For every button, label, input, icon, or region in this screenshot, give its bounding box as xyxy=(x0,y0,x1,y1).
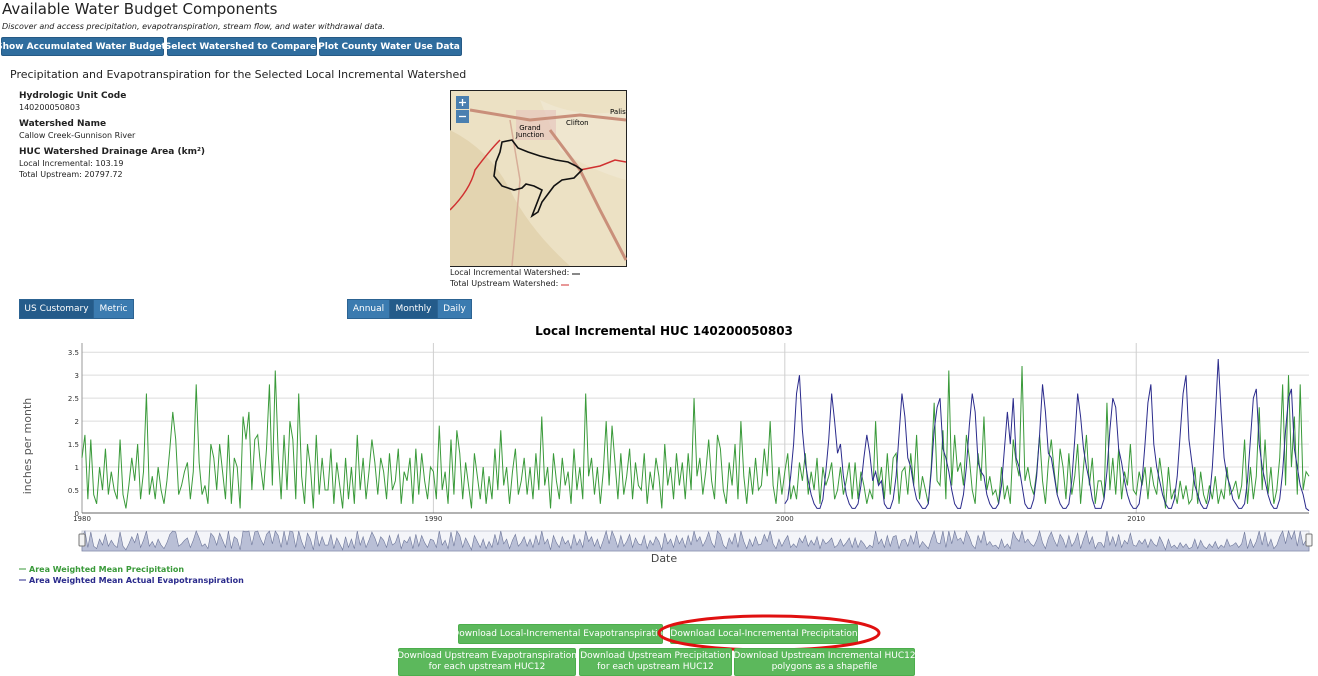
navigator-handle xyxy=(78,533,86,547)
map-place: Grand xyxy=(519,124,540,132)
map-legend-label: Total Upstream Watershed: xyxy=(450,279,559,288)
terrain xyxy=(540,100,626,180)
button-label: Download Upstream Precipitation xyxy=(580,651,731,661)
button-label: for each upstream HUC12 xyxy=(428,662,546,672)
watershed-outline xyxy=(493,139,584,219)
y-tick-label: 1 xyxy=(75,464,79,472)
y-tick-label: 1.5 xyxy=(68,441,79,449)
legend-swatch xyxy=(560,284,569,286)
chart-body: Local Incremental HUC 140200050803 inche… xyxy=(19,324,1313,585)
info-label: Hydrologic Unit Code xyxy=(19,91,127,101)
upstream-boundary xyxy=(579,159,627,171)
unit-toggle[interactable]: US Customary xyxy=(19,299,94,319)
button-label: Plot County Water Use Data xyxy=(318,41,460,52)
nav-button[interactable]: Select Watershed to Compare xyxy=(164,37,317,56)
legend-label: Area Weighted Mean Actual Evapotranspira… xyxy=(29,576,244,585)
map-legend-item: Local Incremental Watershed: xyxy=(450,267,580,278)
road xyxy=(509,119,521,267)
info-value: Local Incremental: 103.19 xyxy=(19,159,124,168)
chart-title: Local Incremental HUC 140200050803 xyxy=(535,324,793,338)
data-line xyxy=(81,365,1310,509)
upstream-boundary xyxy=(450,139,501,211)
legend-swatch xyxy=(571,273,580,275)
info-block: Hydrologic Unit Code 140200050803 Waters… xyxy=(19,91,205,180)
download-button[interactable]: Download Upstream Evapotranspiration for … xyxy=(397,648,577,676)
map-legend: Local Incremental Watershed: Total Upstr… xyxy=(450,267,580,289)
period-toggle[interactable]: Daily xyxy=(437,299,472,319)
y-tick-label: 0.5 xyxy=(68,487,79,495)
map-place: Palis xyxy=(610,108,626,116)
info-label: Watershed Name xyxy=(19,119,107,129)
y-tick-label: 3 xyxy=(75,372,79,380)
info-value: Callow Creek-Gunnison River xyxy=(19,131,136,140)
button-label: Download Local-Incremental Evapotranspir… xyxy=(452,628,669,639)
chart: Local Incremental HUC 140200050803 inche… xyxy=(19,324,1313,585)
map-place: Junction xyxy=(515,131,544,139)
nav-button[interactable]: Plot County Water Use Data xyxy=(318,37,462,56)
nav-button[interactable]: Show Accumulated Water Budget xyxy=(0,37,166,56)
download-button[interactable]: Download Upstream Incremental HUC12 polyg… xyxy=(733,648,916,676)
button-label: Download Local-Incremental Precipitation xyxy=(670,628,858,639)
x-tick-label: 2000 xyxy=(776,515,794,523)
download-button[interactable]: Download Local-Incremental Precipitation xyxy=(670,624,858,644)
navigator-handle xyxy=(1305,533,1313,547)
data-line xyxy=(784,359,1310,512)
navigator-area xyxy=(81,529,1310,552)
y-tick-label: 0 xyxy=(75,510,79,518)
section-title: Precipitation and Evapotranspiration for… xyxy=(10,68,467,81)
period-toggle[interactable]: Annual xyxy=(347,299,390,319)
watershed-map[interactable]: Grand Junction Clifton Palis xyxy=(450,90,627,267)
page-subtitle: Discover and access precipitation, evapo… xyxy=(2,22,385,31)
map-legend-label: Local Incremental Watershed: xyxy=(450,268,570,277)
info-value: Total Upstream: 20797.72 xyxy=(19,170,123,179)
button-label: Select Watershed to Compare xyxy=(164,41,317,52)
road xyxy=(469,108,627,122)
zoom-in-icon xyxy=(459,99,466,106)
button-label: Download Upstream Incremental HUC12 xyxy=(733,651,916,661)
y-tick-label: 2.5 xyxy=(68,395,79,403)
urban-area xyxy=(516,110,556,140)
x-tick-label: 1990 xyxy=(424,515,442,523)
road xyxy=(548,129,627,261)
button-label: for each upstream HUC12 xyxy=(597,662,714,672)
download-button[interactable]: Download Local-Incremental Evapotranspir… xyxy=(452,624,669,644)
y-tick-label: 3.5 xyxy=(68,349,79,357)
unit-toggle[interactable]: Metric xyxy=(93,299,134,319)
legend-label: Area Weighted Mean Precipitation xyxy=(29,565,184,574)
download-button[interactable]: Download Upstream Precipitation for each … xyxy=(579,648,732,676)
button-label: Download Upstream Evapotranspiration xyxy=(397,651,577,661)
y-tick-label: 2 xyxy=(75,418,79,426)
map-place: Clifton xyxy=(566,119,589,127)
button-label: polygons as a shapefile xyxy=(771,662,878,672)
x-tick-label: 1980 xyxy=(73,515,91,523)
y-axis-label: inches per month xyxy=(21,398,34,495)
info-value: 140200050803 xyxy=(19,103,81,112)
x-tick-label: 2010 xyxy=(1127,515,1145,523)
button-label: Show Accumulated Water Budget xyxy=(0,41,166,52)
period-toggle[interactable]: Monthly xyxy=(389,299,438,319)
map-legend-item: Total Upstream Watershed: xyxy=(450,278,580,289)
info-label: HUC Watershed Drainage Area (km²) xyxy=(19,147,206,157)
page-title: Available Water Budget Components xyxy=(2,0,278,18)
x-axis-label: Date xyxy=(651,552,678,565)
